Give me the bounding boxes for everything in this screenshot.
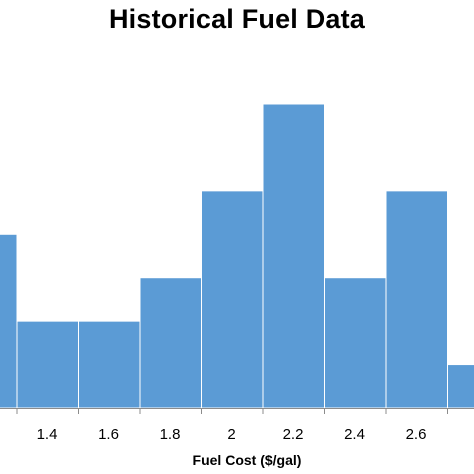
x-axis-label: Fuel Cost ($/gal) <box>192 452 302 468</box>
x-axis <box>0 408 474 414</box>
histogram-bar <box>78 320 141 409</box>
x-tick-label: 2 <box>227 426 235 443</box>
histogram-bar <box>262 103 325 409</box>
chart-title: Historical Fuel Data <box>108 4 366 34</box>
x-tick-label: 1.8 <box>160 426 181 443</box>
x-tick-label: 1.4 <box>37 426 58 443</box>
histogram-bar <box>385 190 448 409</box>
histogram-bar <box>324 277 387 409</box>
x-tick-label: 2.2 <box>283 426 304 443</box>
histogram-bar <box>0 233 18 409</box>
bars-layer <box>0 103 474 409</box>
x-tick-label: 1.6 <box>98 426 119 443</box>
histogram-bar <box>139 277 202 409</box>
histogram-bar <box>447 364 474 409</box>
x-tick-labels: 1.41.61.822.22.42.62 <box>37 426 474 443</box>
histogram-bar <box>201 190 264 409</box>
x-tick-label: 2.4 <box>344 426 365 443</box>
histogram-bar <box>16 320 79 409</box>
x-tick-label: 2.6 <box>406 426 427 443</box>
